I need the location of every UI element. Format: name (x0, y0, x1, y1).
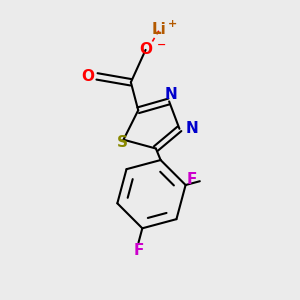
Text: N: N (164, 87, 177, 102)
Text: −: − (157, 40, 166, 50)
Text: O: O (82, 69, 95, 84)
Text: +: + (168, 19, 177, 29)
Text: F: F (133, 243, 144, 258)
Text: O: O (139, 42, 152, 57)
Text: N: N (185, 121, 198, 136)
Text: F: F (186, 172, 197, 187)
Text: S: S (116, 135, 128, 150)
Text: Li: Li (152, 22, 166, 37)
